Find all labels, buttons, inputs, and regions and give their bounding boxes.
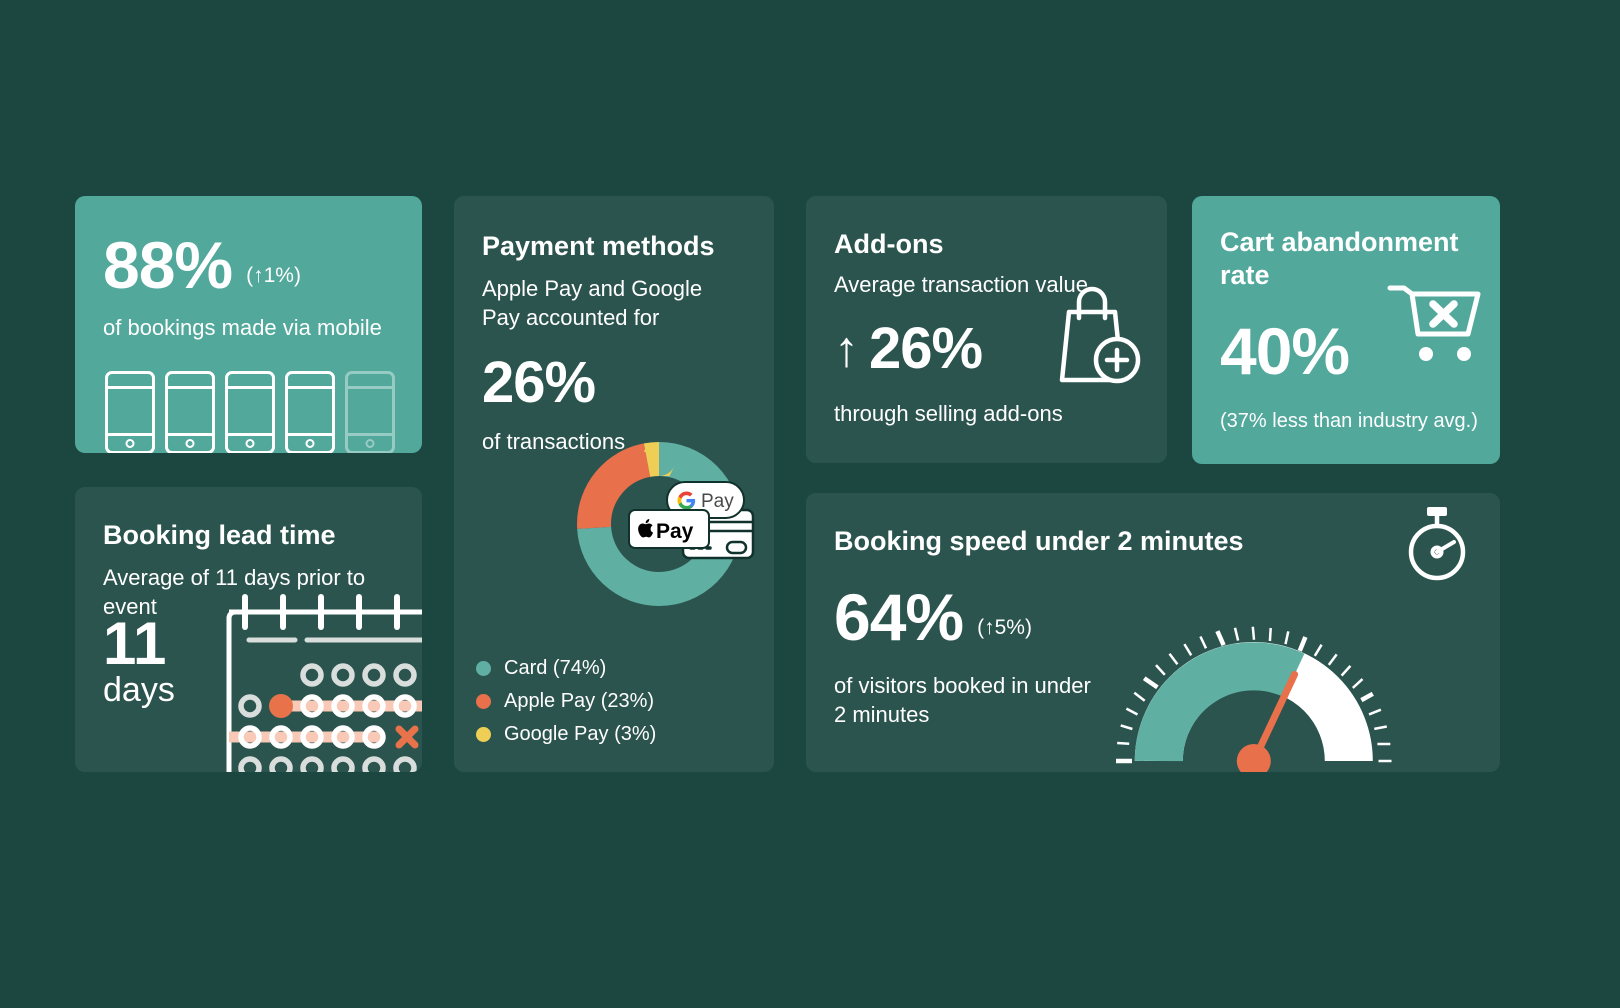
payment-methods-donut-chart: Pay Pay	[559, 424, 759, 624]
gauge-value-arc	[1134, 642, 1305, 762]
mobile-stat-value: 88%	[103, 228, 233, 302]
speed-stat-value: 64%	[834, 579, 964, 654]
lead-time-value: 11	[103, 610, 167, 677]
speed-caption: of visitors booked in under 2 minutes	[834, 672, 1091, 727]
mobile-phone-icon	[105, 370, 155, 453]
legend-swatch-apple-pay	[476, 694, 491, 709]
mobile-stat-row: 88% (↑1%)	[103, 232, 422, 298]
donut-slice-google-pay	[577, 442, 741, 606]
gauge-needle-hub	[1236, 744, 1271, 772]
speed-stat-row: 64% (↑5%)	[834, 584, 1500, 650]
legend-label-google-pay: Google Pay (3%)	[504, 723, 657, 745]
legend-label-card: Card (74%)	[504, 657, 607, 679]
dashboard-grid: 88% (↑1%) of bookings made via mobile Bo…	[75, 196, 1500, 772]
payment-methods-legend: Card (74%) Apple Pay (23%) Google Pay (3…	[476, 657, 656, 746]
lead-time-title: Booking lead time	[103, 520, 336, 550]
payment-badges-group: Pay Pay	[623, 481, 755, 568]
speed-title: Booking speed under 2 minutes	[834, 526, 1244, 556]
cart-note: (37% less than industry avg.)	[1220, 409, 1478, 432]
addons-stat-value: 26%	[869, 315, 983, 381]
mobile-phone-icon-faded	[345, 370, 395, 453]
phone-row-icon	[105, 370, 422, 453]
mobile-phone-icon	[285, 370, 335, 453]
gauge-tick-marks	[1116, 626, 1392, 764]
card-cart-abandonment: Cart abandonment rate 40% (37% less than…	[1192, 196, 1500, 464]
legend-item: Card (74%)	[476, 657, 656, 680]
lead-time-subtitle: Average of 11 days prior to event	[103, 564, 366, 619]
lead-time-value-block: 11 days	[103, 610, 175, 709]
card-mobile-bookings: 88% (↑1%) of bookings made via mobile	[75, 196, 422, 453]
phone-home-button-icon	[245, 438, 255, 448]
cart-title: Cart abandonment rate	[1220, 227, 1459, 290]
legend-swatch-card	[476, 661, 491, 676]
calendar-icon	[211, 593, 422, 772]
card-booking-lead-time: Booking lead time Average of 11 days pri…	[75, 487, 422, 772]
donut-slice-apple-pay	[577, 442, 741, 606]
mobile-caption: of bookings made via mobile	[103, 315, 382, 340]
phone-home-button-icon	[125, 438, 135, 448]
apple-pay-label: Pay	[656, 520, 694, 543]
lead-time-unit: days	[103, 671, 175, 709]
legend-swatch-google-pay	[476, 727, 491, 742]
mobile-phone-icon	[225, 370, 275, 453]
phone-home-button-icon	[365, 438, 375, 448]
legend-item: Google Pay (3%)	[476, 723, 656, 746]
speed-stat-delta: (↑5%)	[977, 615, 1032, 639]
legend-item: Apple Pay (23%)	[476, 690, 656, 713]
payment-caption: of transactions	[482, 429, 626, 455]
card-booking-speed: Booking speed under 2 minutes 64% (↑5%) …	[806, 493, 1500, 772]
stopwatch-icon	[1400, 503, 1474, 583]
card-addons: Add-ons Average transaction value ↑ 26% …	[806, 196, 1167, 463]
booking-speed-gauge-chart	[1106, 571, 1486, 772]
legend-label-apple-pay: Apple Pay (23%)	[504, 690, 655, 712]
mobile-stat-delta: (↑1%)	[246, 264, 301, 287]
calendar-event-x-marker	[395, 725, 419, 749]
cart-stat-value: 40%	[1220, 313, 1350, 388]
mobile-phone-icon	[165, 370, 215, 453]
payment-stat-value: 26%	[482, 350, 596, 416]
cart-cross-icon	[1387, 282, 1486, 366]
card-payment-methods: Payment methods Apple Pay and Google Pay…	[454, 196, 774, 772]
payment-title: Payment methods	[482, 231, 715, 261]
google-pay-label: Pay	[701, 491, 734, 512]
addons-subtitle: Average transaction value	[834, 271, 1088, 297]
google-g-icon	[677, 491, 696, 510]
addons-caption: through selling add-ons	[834, 400, 1063, 426]
addons-up-arrow-icon: ↑	[834, 320, 859, 377]
apple-logo-icon	[638, 519, 654, 538]
addons-stat-row: ↑ 26%	[834, 315, 1167, 381]
shopping-bag-plus-icon	[1055, 284, 1141, 388]
addons-title: Add-ons	[834, 229, 944, 259]
payment-subtitle: Apple Pay and Google Pay accounted for	[482, 275, 703, 330]
phone-home-button-icon	[185, 438, 195, 448]
apple-pay-badge: Pay	[628, 509, 710, 549]
phone-home-button-icon	[305, 438, 315, 448]
